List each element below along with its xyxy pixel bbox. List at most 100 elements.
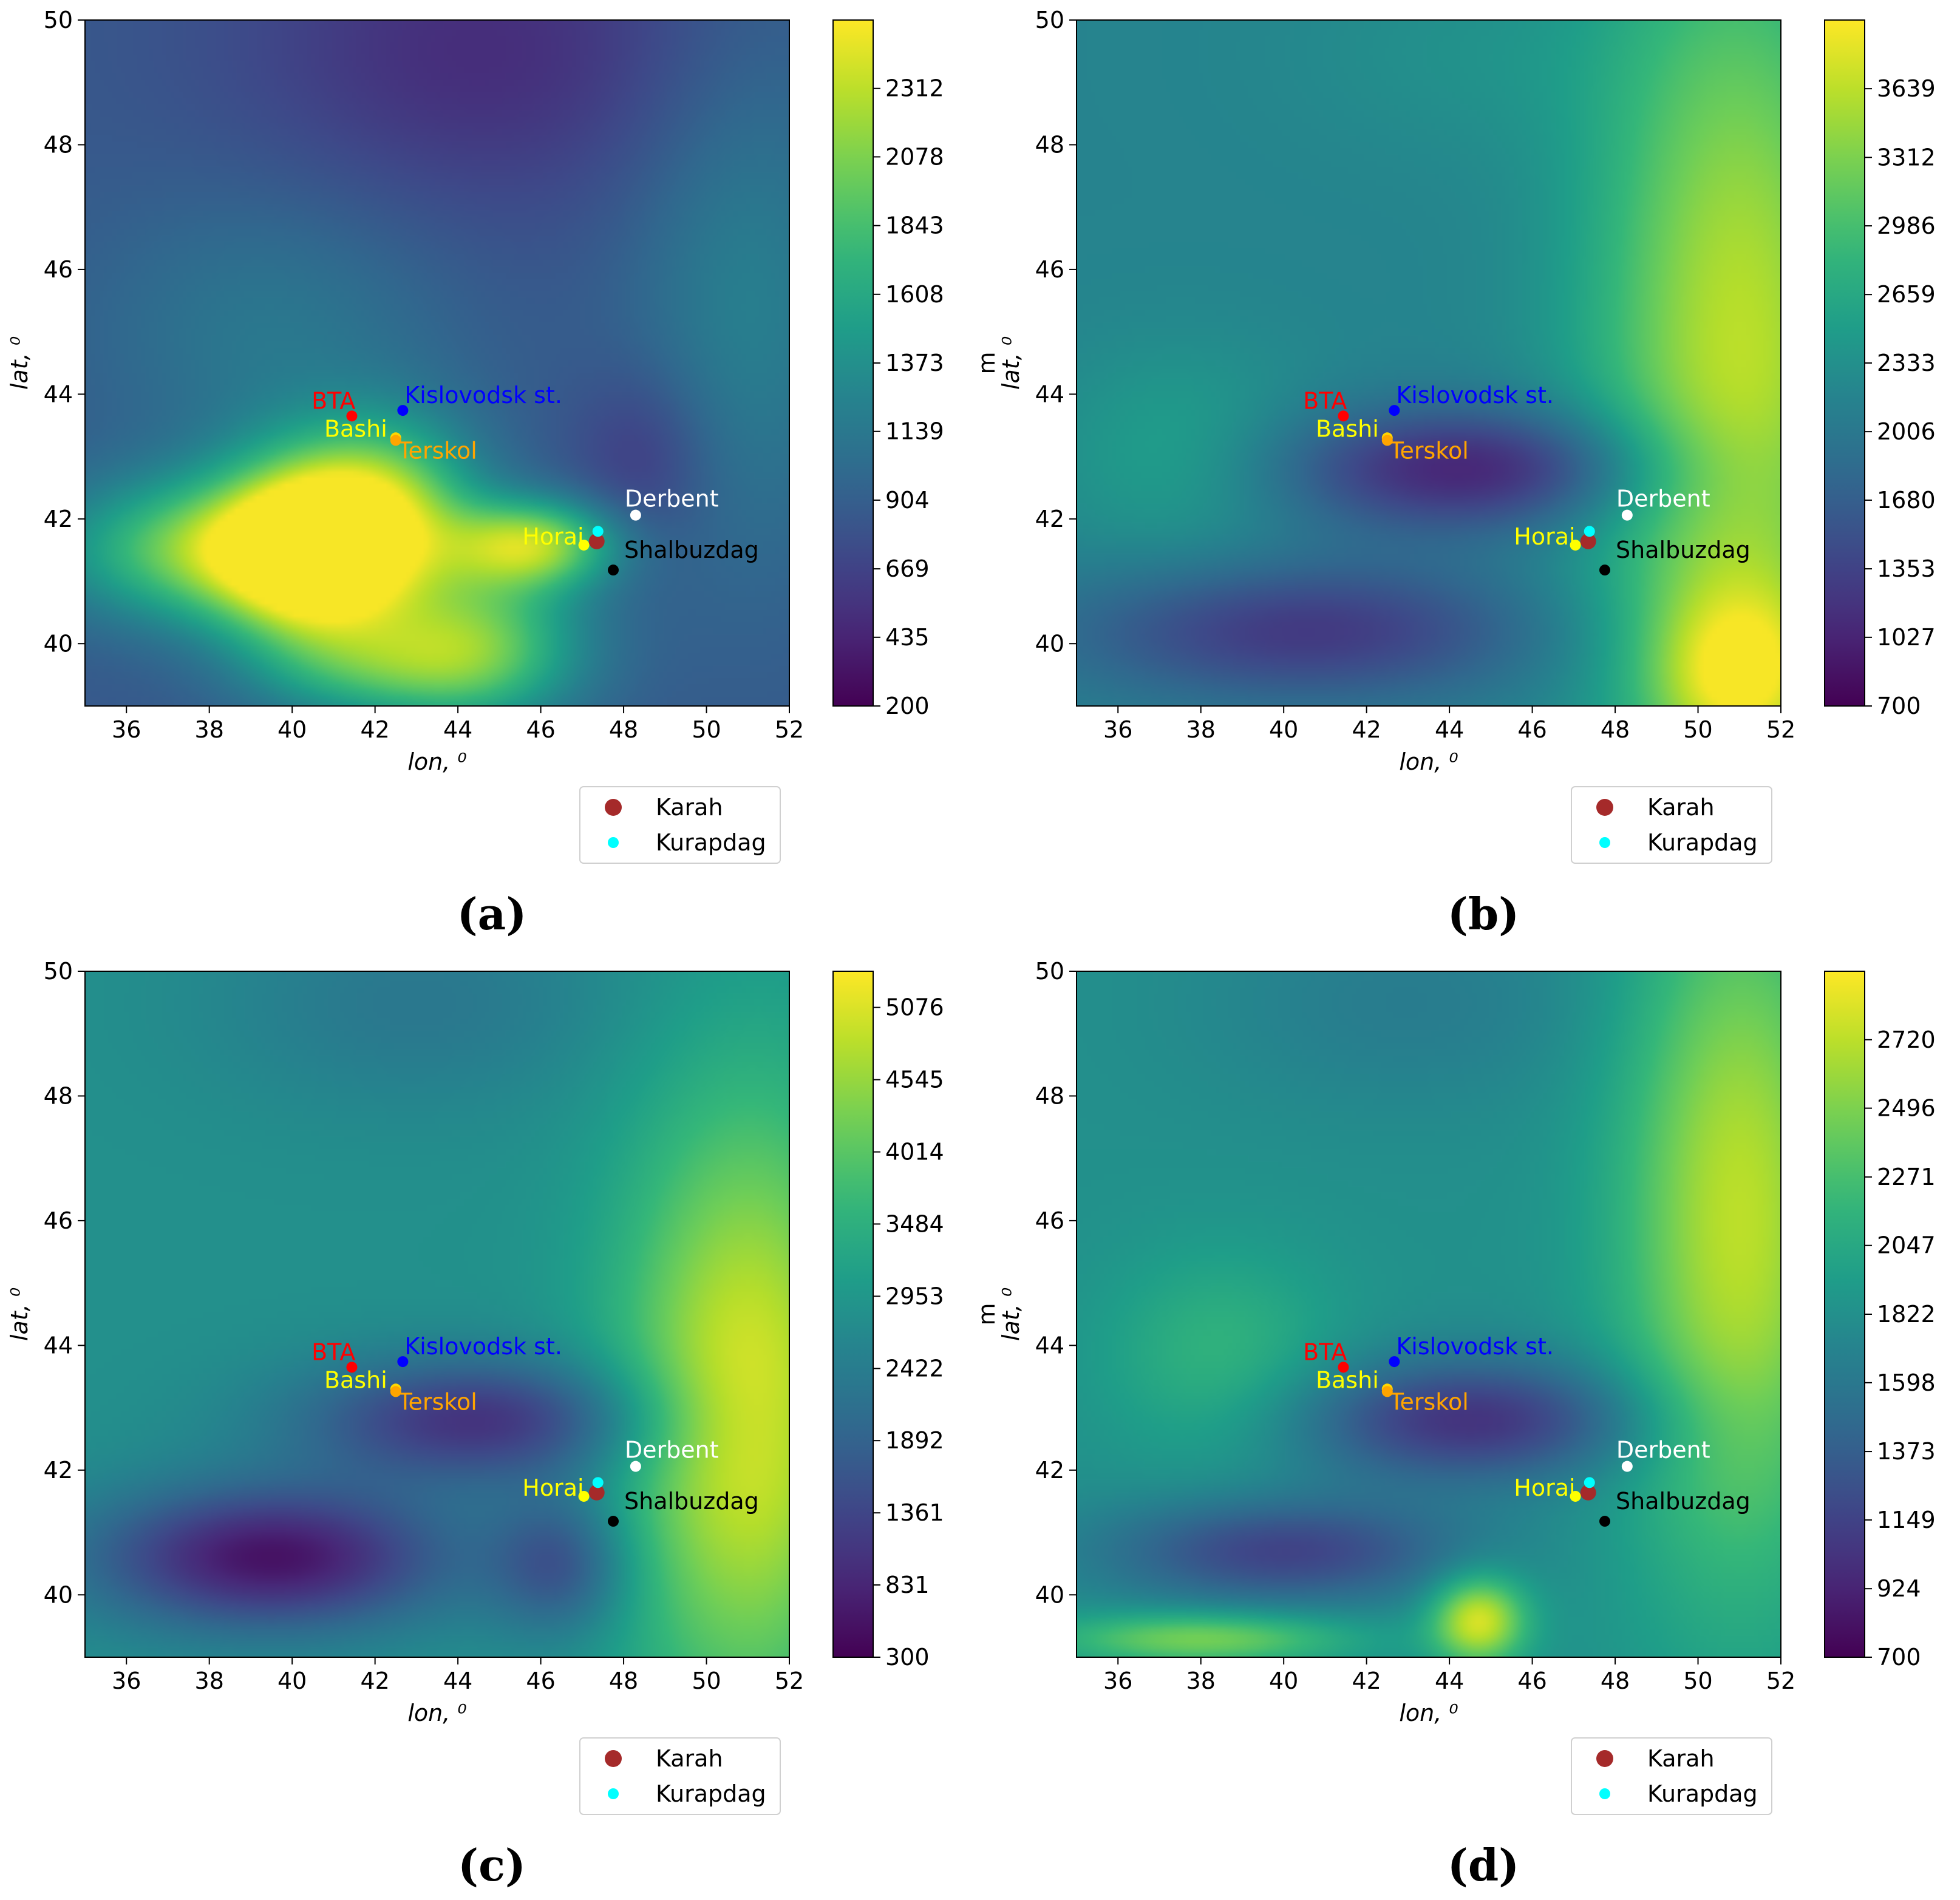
plot-frame: [1076, 971, 1781, 1658]
y-tick-label: 40: [44, 630, 73, 657]
colorbar-tick-label: 1149: [1877, 1507, 1936, 1533]
site-label: Horai: [1514, 523, 1575, 550]
site-label: Shalbuzdag: [624, 537, 759, 563]
colorbar-tick-label: 2333: [1877, 350, 1936, 376]
colorbar-tick-label: 2496: [1877, 1095, 1936, 1122]
x-tick-label: 42: [1352, 716, 1381, 743]
panel-label: (a): [457, 888, 527, 940]
x-tick-label: 36: [112, 716, 141, 743]
x-tick-label: 52: [775, 716, 804, 743]
legend: Karah Kurapdag: [1571, 786, 1772, 864]
legend: Karah Kurapdag: [579, 786, 781, 864]
y-tick-label: 50: [1035, 7, 1064, 33]
panel-label: (c): [458, 1839, 526, 1891]
legend-label: Kurapdag: [1647, 829, 1758, 856]
plot-frame: [84, 19, 790, 707]
site-label: Shalbuzdag: [624, 1488, 759, 1515]
y-tick-label: 42: [44, 1457, 73, 1484]
site-marker-terskol: [390, 1386, 401, 1397]
x-tick-label: 48: [609, 1668, 638, 1694]
site-marker-bta: [346, 410, 358, 422]
legend-box: [579, 1737, 781, 1815]
y-tick-label: 46: [44, 256, 73, 283]
legend-marker: [1599, 1788, 1610, 1799]
site-label: Kislovodsk st.: [1396, 1333, 1554, 1360]
x-tick-label: 52: [1766, 1668, 1795, 1694]
legend-label: Karah: [1647, 1745, 1715, 1772]
site-marker-terskol: [1381, 435, 1393, 446]
y-tick-label: 48: [1035, 1082, 1064, 1109]
x-tick-label: 38: [1186, 1668, 1216, 1694]
x-tick-label: 48: [609, 716, 638, 743]
x-axis-label: lon, ⁰: [1399, 748, 1458, 775]
colorbar-tick-label: 1680: [1877, 487, 1936, 514]
site-label: Bashi: [1316, 415, 1379, 442]
legend-label: Karah: [656, 1745, 723, 1772]
colorbar-tick-label: 1139: [885, 418, 944, 445]
colorbar-tick-label: 831: [885, 1572, 930, 1598]
colorbar: [1824, 971, 1865, 1658]
site-label: Terskol: [1389, 437, 1469, 464]
x-tick-label: 42: [1352, 1668, 1381, 1694]
x-tick-label: 38: [195, 716, 224, 743]
site-marker-shalbuzdag: [608, 565, 619, 576]
panel-2: 36 38 40 42 44 46 48 50 52 40 42 44 46 48 50 lon, ⁰ lat,…: [998, 7, 1936, 940]
legend-box: [1571, 786, 1772, 864]
site-marker-kurapdag: [592, 1477, 604, 1488]
x-tick-label: 36: [112, 1668, 141, 1694]
legend-label: Karah: [1647, 794, 1715, 821]
legend-marker: [1596, 1750, 1613, 1767]
heatmap-field: [1077, 20, 1781, 706]
legend-marker: [605, 1750, 622, 1767]
x-tick-label: 46: [526, 1668, 555, 1694]
x-tick-label: 46: [526, 716, 555, 743]
colorbar-tick-label: 300: [885, 1644, 930, 1671]
legend-box: [1571, 1737, 1772, 1815]
colorbar-tick-label: 924: [1877, 1575, 1921, 1602]
plot-frame: [84, 971, 790, 1658]
site-label: Horai: [522, 523, 584, 550]
y-tick-label: 44: [44, 1332, 73, 1359]
heatmap-field: [85, 971, 789, 1657]
colorbar-label: m: [973, 351, 1000, 374]
x-tick-label: 44: [443, 1668, 472, 1694]
legend-marker: [605, 799, 622, 816]
colorbar-tick-label: 700: [1877, 1644, 1921, 1671]
colorbar-tick-label: 1608: [885, 281, 944, 308]
site-marker-horai: [578, 1490, 590, 1502]
colorbar-tick-label: 4014: [885, 1139, 944, 1165]
site-marker-bta: [1338, 410, 1349, 422]
site-marker-derbent: [630, 509, 641, 521]
legend-label: Kurapdag: [1647, 1780, 1758, 1807]
site-marker-terskol: [1381, 1386, 1393, 1397]
legend: Karah Kurapdag: [1571, 1737, 1772, 1815]
y-tick-label: 40: [1035, 630, 1064, 657]
site-marker-karah: [1580, 1484, 1596, 1501]
site-label: Shalbuzdag: [1616, 537, 1751, 563]
site-marker-shalbuzdag: [1599, 1516, 1610, 1527]
legend: Karah Kurapdag: [579, 1737, 781, 1815]
heatmap-field: [85, 20, 789, 706]
y-axis-label: lat, ⁰: [998, 336, 1024, 390]
site-label: Terskol: [1389, 1388, 1469, 1415]
colorbar-tick-label: 1892: [885, 1427, 944, 1454]
colorbar: [832, 971, 874, 1658]
x-tick-label: 38: [1186, 716, 1216, 743]
panel-4: 36 38 40 42 44 46 48 50 52 40 42 44 46 48 50 lon, ⁰ lat,…: [998, 958, 1936, 1891]
colorbar-tick-label: 904: [885, 487, 930, 514]
y-tick-label: 42: [44, 506, 73, 532]
y-axis-label: lat, ⁰: [998, 1288, 1024, 1341]
panel-1: 36 38 40 42 44 46 48 50 52 40 42 44 46 48 50 lon, ⁰ lat,…: [6, 7, 1000, 940]
colorbar-tick-label: 4545: [885, 1067, 944, 1093]
colorbar-tick-label: 2006: [1877, 418, 1936, 445]
site-label: Bashi: [324, 1366, 387, 1393]
site-marker-kislovodsk-st-: [1389, 1356, 1400, 1368]
site-label: Horai: [1514, 1474, 1575, 1501]
legend-box: [579, 786, 781, 864]
x-tick-label: 52: [1766, 716, 1795, 743]
site-marker-kislovodsk-st-: [1389, 405, 1400, 416]
y-tick-label: 40: [44, 1581, 73, 1608]
colorbar-tick-label: 2422: [885, 1355, 944, 1382]
site-label: BTA: [311, 1338, 355, 1365]
